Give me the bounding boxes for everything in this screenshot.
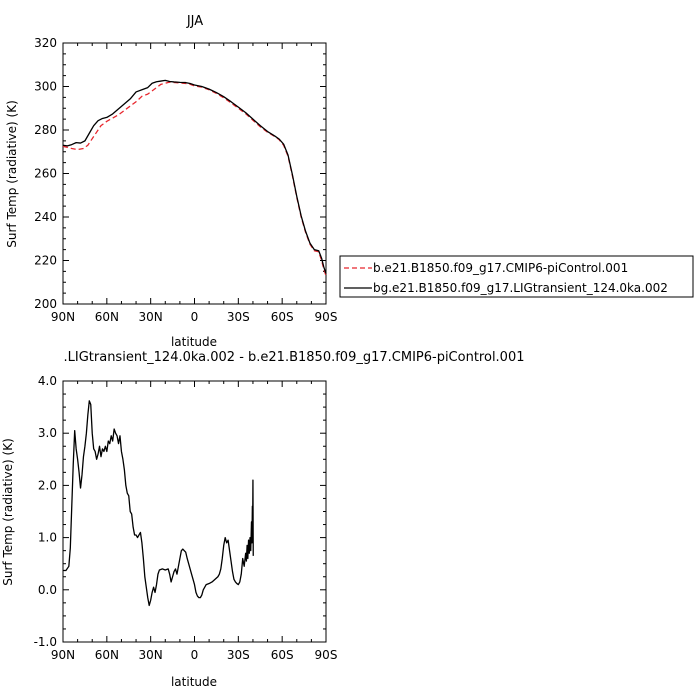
bottom-y-tick-label: 4.0 — [38, 374, 57, 388]
top-x-tick-label: 60S — [271, 310, 294, 324]
top-y-tick-label: 280 — [34, 123, 57, 137]
bottom-plot: 90N 60N 30N 0 30S 60S 90S -1.0 0.0 1.0 2.0 3.0 4.0 — [34, 374, 338, 662]
top-x-tick-label: 30S — [227, 310, 250, 324]
top-plot: 90N 60N 30N 0 30S 60S 90S 200 220 240 260 280 300 320 — [34, 36, 337, 324]
legend-box — [339, 255, 694, 298]
bottom-x-tick-label: 90S — [315, 648, 338, 662]
legend-label-picontrol: b.e21.B1850.f09_g17.CMIP6-piControl.001 — [373, 261, 628, 275]
top-plot-frame — [62, 42, 327, 305]
bottom-y-tick-label: 3.0 — [38, 426, 57, 440]
top-x-axis-label: latitude — [171, 335, 217, 349]
top-series-line-0 — [62, 81, 327, 276]
bottom-x-tick-label: 60N — [95, 648, 119, 662]
top-y-tick-label: 200 — [34, 297, 57, 311]
bottom-y-tick-label: 0.0 — [38, 583, 57, 597]
bottom-x-axis-label: latitude — [171, 675, 217, 689]
bottom-x-tick-label: 0 — [191, 648, 199, 662]
bottom-series-line-0 — [63, 400, 254, 607]
top-x-tick-label: 90N — [51, 310, 75, 324]
bottom-x-tick-label: 60S — [271, 648, 294, 662]
top-x-tick-label: 0 — [191, 310, 199, 324]
bottom-y-tick-label: 1.0 — [38, 531, 57, 545]
bottom-y-tick-label: -1.0 — [34, 635, 57, 649]
bottom-x-tick-label: 30N — [139, 648, 163, 662]
top-y-tick-label: 300 — [34, 80, 57, 94]
bottom-chart-title: .LIGtransient_124.0ka.002 - b.e21.B1850.… — [64, 350, 525, 365]
top-x-tick-label: 60N — [95, 310, 119, 324]
top-y-tick-label: 260 — [34, 167, 57, 181]
bottom-y-axis-label: Surf Temp (radiative) (K) — [1, 438, 15, 586]
top-x-tick-label: 30N — [139, 310, 163, 324]
bottom-y-tick-label: 2.0 — [38, 478, 57, 492]
top-chart-title: JJA — [186, 14, 203, 29]
top-y-tick-label: 220 — [34, 254, 57, 268]
top-series-line-1 — [62, 79, 327, 274]
legend: b.e21.B1850.f09_g17.CMIP6-piControl.001 … — [339, 255, 694, 298]
bottom-x-tick-label: 90N — [51, 648, 75, 662]
top-y-axis-label: Surf Temp (radiative) (K) — [5, 100, 19, 248]
top-y-tick-label: 240 — [34, 210, 57, 224]
bottom-x-tick-label: 30S — [227, 648, 250, 662]
legend-label-ligtransient: bg.e21.B1850.f09_g17.LIGtransient_124.0k… — [373, 281, 668, 295]
top-x-tick-label: 90S — [315, 310, 338, 324]
top-y-tick-label: 320 — [34, 36, 57, 50]
bottom-plot-frame — [62, 380, 327, 643]
